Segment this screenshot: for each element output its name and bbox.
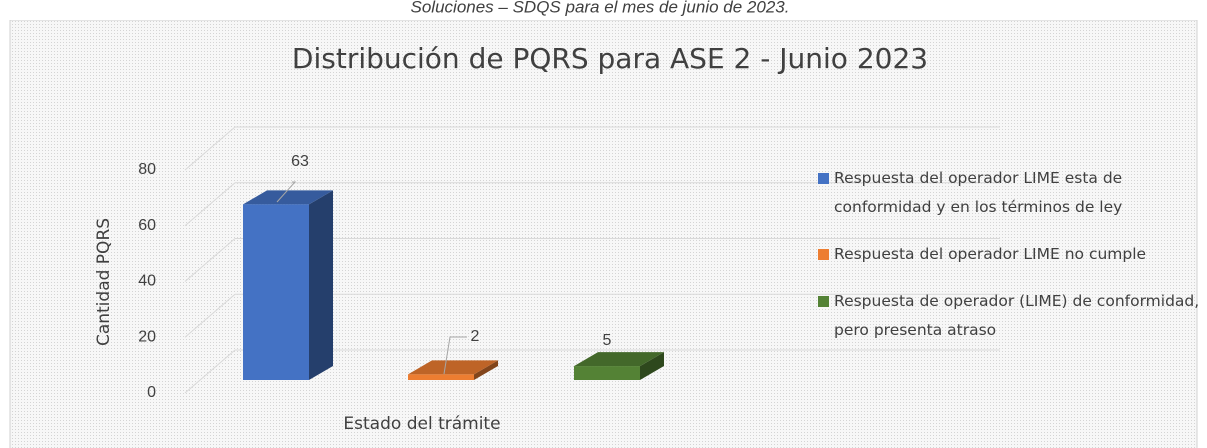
y-axis-label: Cantidad PQRS	[94, 218, 114, 346]
bar-top	[243, 190, 333, 205]
data-label: 63	[291, 153, 309, 170]
bar-side	[309, 190, 333, 380]
data-label: 5	[603, 332, 612, 349]
x-axis-label: Estado del trámite	[343, 414, 500, 434]
legend-item: Respuesta de operador (LIME) de conformi…	[816, 287, 1201, 345]
bar-top	[574, 352, 664, 367]
grid-line	[184, 126, 236, 171]
leader-line	[443, 336, 467, 375]
data-label: 2	[471, 328, 480, 345]
y-tick-label: 60	[138, 217, 156, 234]
legend-swatch	[818, 249, 829, 260]
legend-label: Respuesta del operador LIME esta de conf…	[834, 169, 1123, 216]
caption-band	[0, 0, 1207, 20]
legend: Respuesta del operador LIME esta de conf…	[816, 164, 1201, 363]
legend-label: Respuesta del operador LIME no cumple	[834, 245, 1147, 263]
y-tick-label: 0	[147, 384, 156, 401]
bar-side	[640, 352, 664, 380]
legend-label: Respuesta de operador (LIME) de conformi…	[834, 292, 1200, 339]
y-tick-label: 40	[138, 273, 156, 290]
bar	[243, 204, 309, 380]
caption: Soluciones – SDQS para el mes de junio d…	[411, 0, 790, 16]
legend-swatch	[818, 296, 829, 307]
bar-top	[408, 360, 498, 375]
grid-line	[184, 349, 236, 394]
y-tick-label: 80	[138, 161, 156, 178]
y-tick-label: 20	[138, 328, 156, 345]
legend-item: Respuesta del operador LIME esta de conf…	[816, 164, 1201, 222]
bar-side	[474, 360, 498, 380]
bar	[574, 366, 640, 380]
legend-item: Respuesta del operador LIME no cumple	[816, 240, 1201, 269]
grid-line	[184, 182, 236, 227]
legend-swatch	[818, 173, 829, 184]
grid-line	[184, 238, 236, 282]
bar	[408, 374, 474, 380]
grid-line	[184, 293, 236, 338]
chart-title: Distribución de PQRS para ASE 2 - Junio …	[292, 42, 928, 75]
leader-line	[276, 181, 297, 203]
